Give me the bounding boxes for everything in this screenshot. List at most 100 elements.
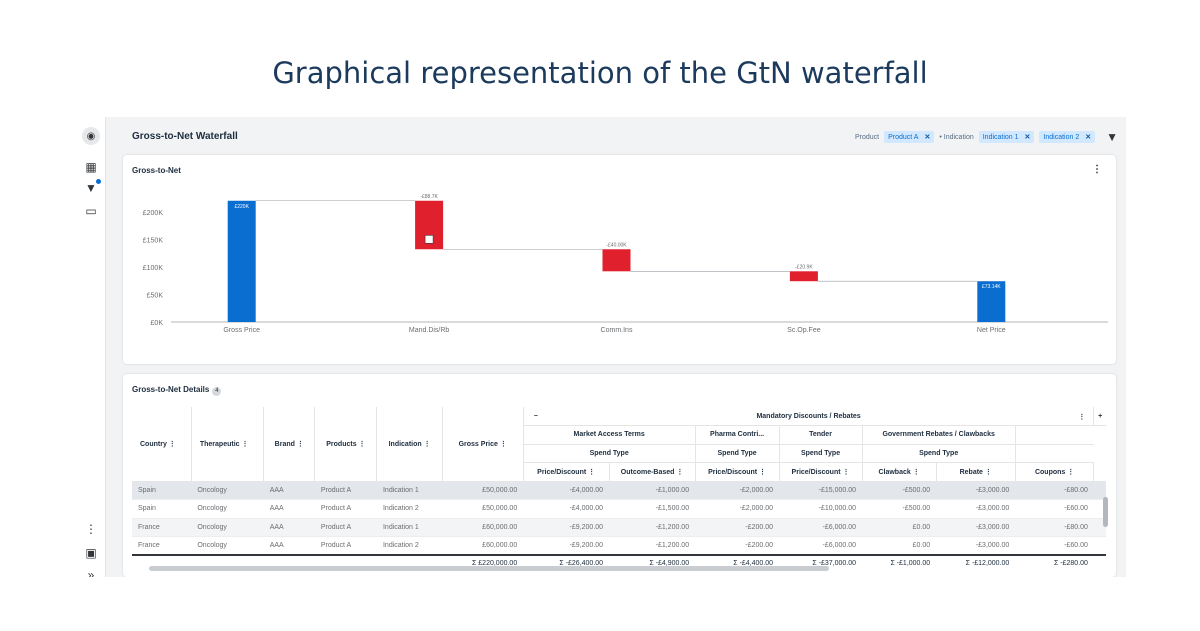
table-cell: -£3,000.00 [936,536,1016,556]
filter-bar: Product Product A ✕ • Indication Indicati… [855,130,1118,144]
close-icon[interactable]: ✕ [1024,134,1031,141]
data-label: £73.14K [982,284,1001,290]
table-cell: -£3,000.00 [936,518,1016,537]
table-cell: -£6,000.00 [779,518,863,537]
leaf-header[interactable]: Price/Discount ⋮ [695,462,780,482]
y-tick-label: £100K [143,265,164,272]
column-header-brand[interactable]: Brand ⋮ [263,407,316,482]
collapse-icon[interactable]: − [533,412,538,420]
category-label: Net Price [977,327,1006,334]
table-cell: Indication 1 [376,518,443,537]
details-table: Country ⋮ Therapeutic ⋮ Brand ⋮ Products… [132,407,1106,571]
table-cell: -£6,000.00 [779,536,863,556]
leaf-header[interactable]: Coupons ⋮ [1015,462,1095,482]
table-cell: -£4,000.00 [523,499,610,519]
app-logo-icon[interactable]: ◉ [82,127,100,145]
table-cell: -£80.00 [1015,518,1094,537]
table-cell: Product A [314,481,377,500]
table-cell: AAA [263,499,315,519]
table-cell: Indication 2 [376,499,443,519]
spend-type-header: Spend Type [779,444,863,463]
table-cell: -£2,000.00 [695,499,780,519]
close-icon[interactable]: ✕ [924,134,931,141]
leaf-header[interactable]: Outcome-Based ⋮ [609,462,696,482]
data-label: £220K [234,204,249,210]
table-row[interactable]: France Oncology AAA Product A Indication 1 £6… [132,518,1106,537]
waterfall-bar [227,200,256,322]
column-header-country[interactable]: Country ⋮ [132,407,192,482]
table-row[interactable]: Spain Oncology AAA Product A Indication 1 £50… [132,481,1106,500]
more-vertical-icon[interactable]: ⋮ [85,522,97,536]
indication-filter-label: • Indication [939,133,974,141]
product-filter-chip[interactable]: Product A ✕ [884,131,935,143]
table-row[interactable]: Spain Oncology AAA Product A Indication 2 £50… [132,499,1106,519]
data-label: -£88.7K [420,194,438,200]
table-cell: -£1,000.00 [609,481,696,500]
column-header-products[interactable]: Products ⋮ [314,407,378,482]
indication-filter-chip-2[interactable]: Indication 2 ✕ [1039,131,1096,143]
export-icon[interactable]: ▣ [85,546,97,560]
table-cell: £60,000.00 [442,518,524,537]
table-cell: -£200.00 [695,536,780,556]
expand-icon[interactable]: » [87,568,95,577]
column-header-indication[interactable]: Indication ⋮ [376,407,443,482]
chart-card-title: Gross-to-Net [132,166,181,175]
waterfall-chart: £0K £50K £100K £150K £200K £220K Gross Price -£… [143,194,1108,334]
table-cell: -£10,000.00 [779,499,863,519]
product-filter-label: Product [855,133,880,141]
leaf-header[interactable]: Price/Discount ⋮ [779,462,863,482]
bookmark-icon[interactable]: ▭ [85,204,97,218]
table-cell: AAA [263,481,315,500]
y-tick-label: £50K [147,292,164,299]
table-cell: AAA [263,536,315,556]
table-cell: -£60.00 [1015,536,1094,556]
horizontal-scrollbar[interactable] [137,566,1102,571]
table-row[interactable]: France Oncology AAA Product A Indication 2 £6… [132,536,1106,556]
table-cell: Oncology [191,518,264,537]
total-cell: Σ -£12,000.00 [936,554,1016,571]
filter-settings-icon[interactable]: ▼ [1106,130,1118,144]
table-cell: Indication 1 [376,481,443,500]
details-card: Gross-to-Net Details 4 Country ⋮ Therapeu… [123,374,1116,577]
y-tick-label: £200K [143,210,164,217]
category-label: Gross Price [223,327,260,334]
tooltip-marker [424,235,434,244]
table-cell: France [132,518,192,537]
leaf-header[interactable]: Price/Discount ⋮ [523,462,610,482]
table-cell: Product A [314,499,377,519]
total-cell: Σ -£280.00 [1015,554,1094,571]
column-header-therapeutic[interactable]: Therapeutic ⋮ [191,407,265,482]
filter-icon[interactable]: ▼ [83,179,101,196]
leaf-header[interactable]: Rebate ⋮ [936,462,1016,482]
table-cell: -£3,000.00 [936,499,1016,519]
waterfall-bar [977,281,1006,322]
indication-filter-chip-1[interactable]: Indication 1 ✕ [978,131,1035,143]
spend-type-header: Spend Type [862,444,1016,463]
app-window: ◉ ▦ ▼ ▭ ⋮ ▣ » Gross-to-Net Waterfall Pro… [76,117,1126,577]
waterfall-bar [602,249,631,272]
table-cell: -£1,200.00 [609,536,696,556]
table-cell: -£500.00 [862,481,937,500]
table-cell: -£3,000.00 [936,481,1016,500]
table-cell: £50,000.00 [442,499,524,519]
leaf-header[interactable]: Clawback ⋮ [862,462,937,482]
count-badge: 4 [212,387,222,396]
subgroup-market-access: Market Access Terms [523,425,696,445]
table-cell: Product A [314,518,377,537]
subgroup-government: Government Rebates / Clawbacks [862,425,1016,445]
more-options-icon[interactable]: ⋮ [1092,164,1102,175]
vertical-scrollbar[interactable] [1103,489,1108,549]
table-cell: £0.00 [862,518,937,537]
total-cell: Σ -£1,000.00 [862,554,937,571]
add-column-icon[interactable]: + [1093,407,1106,426]
waterfall-bar [789,271,818,282]
category-label: Comm.Ins [601,327,633,334]
close-icon[interactable]: ✕ [1085,134,1092,141]
column-header-gross-price[interactable]: Gross Price ⋮ [442,407,524,482]
more-vertical-icon: ⋮ [1078,413,1086,421]
table-cell: Oncology [191,481,264,500]
grid-icon[interactable]: ▦ [85,160,97,174]
group-header-mandatory[interactable]: − Mandatory Discounts / Rebates ⋮ [523,407,1095,426]
table-cell: -£200.00 [695,518,780,537]
subgroup-pharma: Pharma Contri... [695,425,780,445]
